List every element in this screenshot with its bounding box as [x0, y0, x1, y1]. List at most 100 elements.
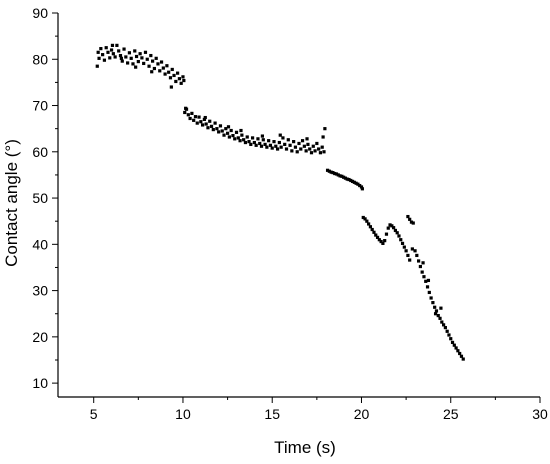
data-point [202, 117, 206, 122]
data-point [138, 52, 142, 56]
data-point [258, 141, 262, 146]
data-point [181, 75, 185, 79]
data-point [203, 115, 207, 120]
data-point [197, 115, 201, 119]
axes [57, 13, 540, 398]
data-point [447, 333, 451, 337]
data-point [227, 135, 231, 139]
data-point [117, 49, 121, 53]
data-point [260, 134, 265, 138]
data-point [458, 351, 462, 356]
data-point [304, 149, 308, 153]
data-point [352, 180, 356, 184]
data-point [172, 73, 176, 78]
data-point [408, 217, 412, 221]
data-point [300, 139, 305, 143]
data-point [177, 77, 181, 81]
data-point [126, 61, 130, 65]
data-point [338, 174, 342, 178]
data-point [417, 259, 421, 263]
data-point [363, 217, 367, 221]
data-point [188, 116, 192, 121]
data-point [226, 125, 231, 129]
data-point [167, 70, 171, 74]
data-point [440, 320, 444, 324]
data-point [359, 185, 364, 189]
data-point [225, 131, 230, 135]
data-point [222, 133, 226, 137]
data-point [433, 305, 437, 309]
data-point [215, 127, 219, 131]
x-tick-label: 20 [354, 406, 370, 422]
x-tick-label: 25 [443, 406, 459, 422]
data-point [165, 64, 169, 68]
data-point [368, 225, 373, 229]
y-tick-label: 30 [32, 283, 48, 299]
data-point [345, 177, 349, 181]
data-point [158, 69, 162, 73]
data-point [422, 275, 426, 279]
x-tick-label: 10 [175, 406, 191, 422]
data-point [305, 137, 309, 141]
data-point [388, 223, 392, 227]
data-point [249, 142, 253, 146]
data-point [406, 253, 410, 258]
data-point [267, 139, 271, 143]
data-point [265, 145, 269, 149]
data-point [456, 349, 460, 353]
data-point [302, 144, 306, 148]
data-point [113, 55, 117, 59]
data-point [442, 323, 446, 327]
y-tick-label: 80 [32, 51, 48, 67]
data-point [322, 150, 326, 154]
data-point [347, 177, 351, 182]
data-point [356, 182, 360, 186]
data-point [283, 142, 287, 146]
data-point [206, 126, 210, 130]
data-point [275, 147, 280, 151]
data-point [309, 151, 314, 155]
data-point [96, 50, 100, 54]
data-point [134, 65, 138, 69]
data-point [452, 343, 456, 347]
data-point [109, 48, 114, 52]
data-point [115, 43, 119, 47]
data-point [278, 133, 282, 137]
data-point [333, 171, 337, 176]
data-point [150, 70, 154, 74]
data-point [427, 290, 431, 295]
data-point [209, 124, 214, 128]
data-point [390, 224, 394, 228]
data-point [217, 130, 221, 134]
data-point [201, 123, 205, 127]
data-point [331, 171, 335, 175]
data-point [111, 52, 115, 56]
data-point [277, 140, 281, 145]
data-point [254, 143, 258, 147]
data-point [354, 181, 358, 185]
data-point [127, 51, 132, 55]
data-point [286, 138, 290, 142]
data-point [240, 133, 244, 137]
data-point [459, 354, 464, 358]
data-point [174, 79, 178, 84]
data-point [243, 140, 248, 145]
data-point [431, 301, 435, 305]
data-point [268, 143, 273, 147]
data-point [274, 144, 278, 148]
data-point [377, 238, 381, 242]
x-tick-label: 30 [532, 406, 548, 422]
data-point [192, 118, 196, 122]
data-point [129, 56, 133, 60]
data-point [152, 66, 156, 71]
data-point [436, 313, 440, 318]
data-point [149, 53, 153, 58]
data-point [400, 241, 405, 245]
data-point [136, 59, 140, 64]
data-point [308, 147, 312, 151]
y-tick-label: 70 [32, 98, 48, 114]
data-point [147, 64, 151, 68]
data-point [409, 220, 414, 224]
data-point [393, 228, 397, 233]
data-point [383, 239, 387, 243]
